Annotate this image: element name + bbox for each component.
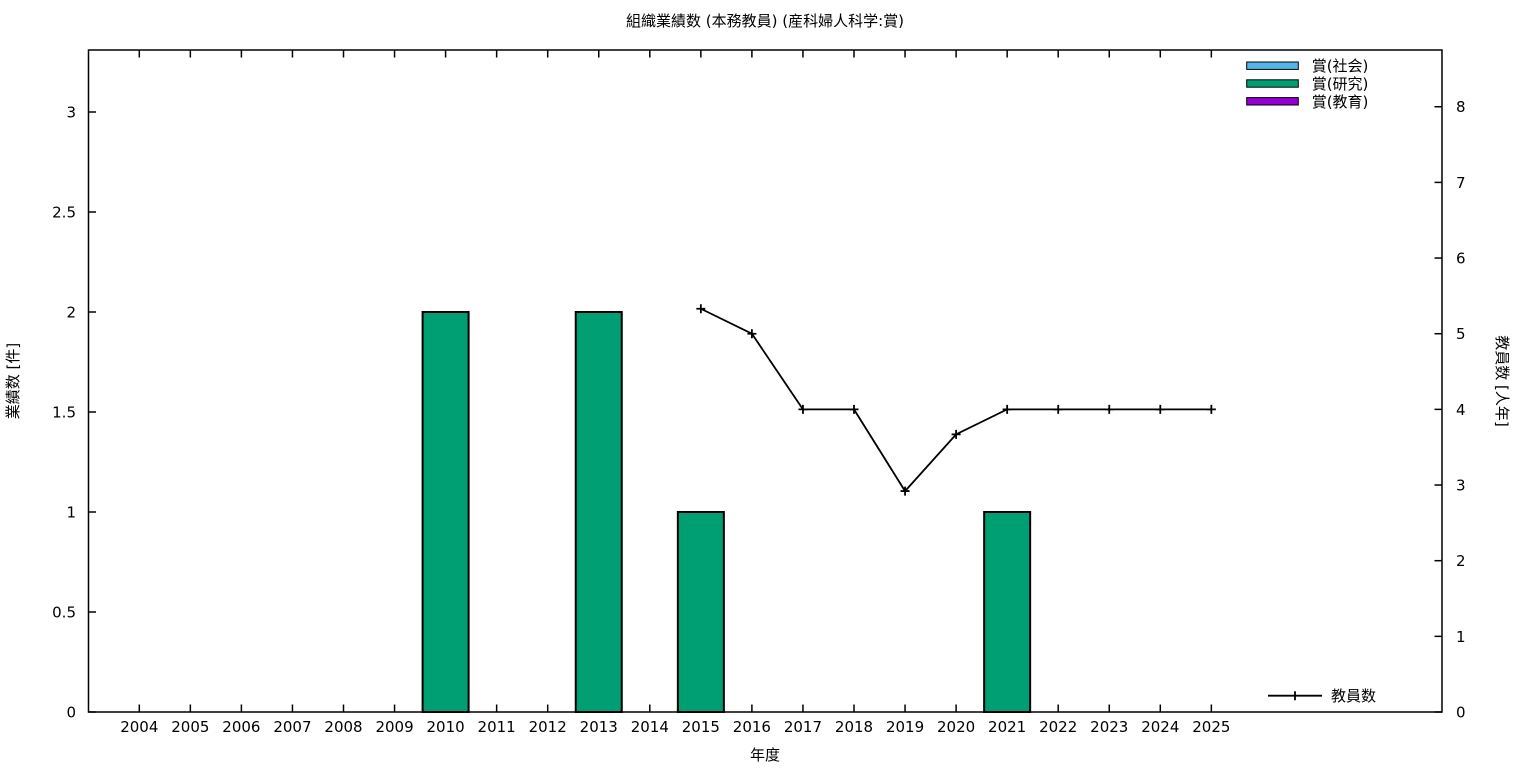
x-tick-label: 2012 — [529, 718, 567, 736]
plus-marker — [696, 304, 706, 314]
x-tick-label: 2007 — [273, 718, 311, 736]
x-tick-label: 2022 — [1039, 718, 1077, 736]
y-right-tick-label: 7 — [1456, 174, 1466, 192]
x-tick-label: 2021 — [988, 718, 1026, 736]
y-left-tick-label: 1.5 — [52, 404, 76, 422]
chart-title: 組織業績数 (本務教員) (産科婦人科学:賞) — [626, 12, 904, 30]
y-left-axis-label: 業績数 [件] — [4, 343, 22, 419]
y-left-tick-label: 0.5 — [52, 604, 76, 622]
x-tick-label: 2004 — [120, 718, 158, 736]
plus-marker — [1104, 404, 1114, 414]
y-left-tick-label: 2 — [66, 304, 76, 322]
y-left-tick-label: 2.5 — [52, 204, 76, 222]
plus-marker — [900, 486, 910, 496]
legend: 賞(社会)賞(研究)賞(教育) — [1246, 57, 1369, 111]
x-tick-label: 2008 — [324, 718, 362, 736]
x-tick-label: 2025 — [1192, 718, 1230, 736]
x-tick-label: 2023 — [1090, 718, 1128, 736]
x-axis-label: 年度 — [750, 746, 780, 764]
legend-swatch-0 — [1246, 61, 1299, 70]
plus-marker — [1155, 404, 1165, 414]
x-tick-label: 2011 — [478, 718, 516, 736]
x-tick-label: 2014 — [631, 718, 669, 736]
line-key-sample — [1268, 691, 1322, 701]
plus-marker — [951, 429, 961, 439]
x-tick-label: 2010 — [427, 718, 465, 736]
plus-marker — [747, 329, 757, 339]
x-tick-label: 2015 — [682, 718, 720, 736]
y-right-ticks: 0 1 2 3 4 5 6 7 8 — [1434, 98, 1466, 722]
y-right-tick-label: 1 — [1456, 628, 1466, 646]
x-tick-label: 2024 — [1141, 718, 1179, 736]
y-left-ticks: 0 0.5 1 1.5 2 2.5 3 — [52, 104, 96, 722]
x-tick-label: 2005 — [171, 718, 209, 736]
legend-label-1: 賞(研究) — [1312, 75, 1369, 93]
x-tick-label: 2009 — [375, 718, 413, 736]
y-left-tick-label: 3 — [66, 104, 76, 122]
x-tick-label: 2006 — [222, 718, 260, 736]
x-tick-label: 2018 — [835, 718, 873, 736]
legend-label-0: 賞(社会) — [1312, 57, 1369, 75]
legend-swatch-1 — [1246, 79, 1299, 88]
y-right-tick-label: 4 — [1456, 401, 1466, 419]
x-tick-label: 2017 — [784, 718, 822, 736]
y-right-tick-label: 0 — [1456, 704, 1466, 722]
bar-2021 — [983, 511, 1032, 713]
plus-marker — [1002, 404, 1012, 414]
bar-2013 — [574, 311, 623, 713]
x-tick-label: 2019 — [886, 718, 924, 736]
line-key: 教員数 — [1268, 687, 1376, 705]
y-right-tick-label: 6 — [1456, 250, 1466, 268]
x-axis-ticks: 2004 2005 2006 2007 2008 2009 2010 2011 2012 2013… — [120, 50, 1230, 736]
faculty-line-path — [700, 307, 1212, 493]
faculty-line — [696, 304, 1216, 496]
x-tick-label: 2020 — [937, 718, 975, 736]
y-right-axis-label: 教員数 [人年] — [1493, 335, 1511, 426]
legend-label-2: 賞(教育) — [1312, 93, 1369, 111]
y-right-tick-label: 8 — [1456, 98, 1466, 116]
plus-marker — [1053, 404, 1063, 414]
bar-2015 — [676, 511, 725, 713]
line-key-label: 教員数 — [1331, 687, 1376, 705]
legend-swatch-2 — [1246, 97, 1299, 106]
y-right-tick-label: 5 — [1456, 325, 1466, 343]
y-right-tick-label: 3 — [1456, 477, 1466, 495]
plot-border — [87, 49, 1443, 713]
bar-2010 — [421, 311, 470, 713]
plus-marker — [1206, 404, 1216, 414]
x-tick-label: 2013 — [580, 718, 618, 736]
y-left-tick-label: 0 — [66, 704, 76, 722]
plus-marker — [798, 404, 808, 414]
bars — [421, 311, 1032, 713]
plus-marker — [849, 404, 859, 414]
y-left-tick-label: 1 — [66, 504, 76, 522]
x-tick-label: 2016 — [733, 718, 771, 736]
y-right-tick-label: 2 — [1456, 552, 1466, 570]
